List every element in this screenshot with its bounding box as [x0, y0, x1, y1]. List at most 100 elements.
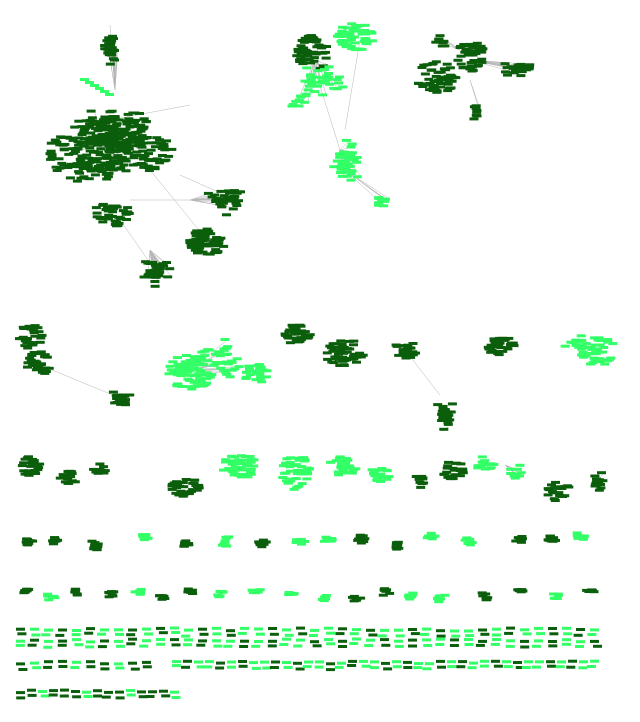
graph-node: [452, 467, 462, 471]
graph-node: [431, 40, 441, 44]
graph-node: [90, 173, 100, 177]
graph-node: [216, 366, 226, 370]
graph-node: [295, 667, 305, 671]
graph-node: [414, 82, 424, 85]
graph-node: [146, 148, 156, 152]
graph-node: [360, 29, 370, 32]
graph-node: [334, 456, 344, 460]
graph-node: [344, 31, 354, 35]
graph-node: [366, 30, 376, 34]
graph-node: [197, 356, 207, 360]
graph-node: [232, 204, 242, 207]
graph-node: [173, 363, 183, 367]
graph-node: [255, 588, 265, 592]
graph-node: [438, 41, 448, 45]
graph-node: [171, 631, 181, 634]
graph-node: [116, 144, 126, 148]
graph-node: [593, 479, 602, 483]
graph-node: [234, 458, 244, 462]
graph-node: [455, 474, 465, 478]
graph-node: [261, 375, 271, 379]
graph-node: [302, 39, 312, 43]
graph-node: [254, 627, 263, 631]
graph-node: [368, 633, 378, 637]
graph-node: [476, 44, 486, 48]
graph-node: [205, 375, 215, 379]
graph-node: [100, 44, 110, 47]
graph-node: [173, 484, 183, 487]
graph-node: [283, 335, 292, 339]
graph-node: [28, 343, 38, 347]
graph-node: [590, 343, 600, 347]
graph-node: [469, 59, 479, 62]
graph-node: [230, 195, 240, 198]
graph-node: [224, 535, 234, 539]
graph-node: [155, 138, 164, 142]
graph-node: [255, 377, 265, 381]
graph-node: [136, 129, 146, 133]
graph-node: [578, 666, 588, 670]
graph-node: [360, 537, 370, 541]
graph-node: [520, 628, 529, 632]
graph-node: [180, 360, 190, 364]
graph-node: [94, 122, 104, 126]
graph-node: [304, 467, 314, 471]
graph-node: [445, 477, 455, 481]
graph-node: [466, 64, 476, 68]
graph-node: [341, 138, 351, 142]
graph-node: [293, 47, 303, 51]
graph-node: [349, 632, 359, 636]
graph-node: [586, 352, 596, 355]
graph-node: [257, 380, 267, 384]
graph-node: [15, 337, 24, 341]
graph-node: [324, 72, 333, 75]
graph-node: [494, 353, 504, 357]
graph-node: [105, 591, 115, 595]
graph-node: [405, 597, 415, 601]
graph-node: [164, 154, 174, 158]
graph-node: [347, 22, 357, 26]
graph-node: [256, 375, 266, 379]
graph-node: [183, 643, 193, 647]
graph-node: [404, 351, 414, 355]
graph-node: [598, 479, 608, 483]
graph-node: [376, 473, 385, 477]
graph-node: [504, 631, 514, 635]
graph-node: [127, 136, 137, 140]
graph-node: [296, 638, 305, 642]
graph-node: [345, 339, 355, 343]
graph-node: [132, 590, 142, 594]
graph-node: [16, 662, 25, 666]
graph-node: [123, 206, 133, 210]
graph-node: [72, 179, 82, 183]
graph-node: [79, 175, 89, 179]
graph-node: [221, 458, 231, 462]
graph-node: [50, 536, 60, 540]
graph-node: [113, 224, 123, 227]
graph-node: [515, 68, 525, 71]
graph-node: [215, 202, 225, 206]
graph-node: [212, 632, 222, 636]
graph-node: [352, 355, 362, 359]
graph-node: [200, 354, 210, 358]
graph-node: [369, 666, 379, 670]
graph-node: [282, 661, 291, 664]
graph-node: [361, 664, 371, 668]
graph-node: [441, 81, 451, 85]
graph-node: [436, 629, 445, 633]
graph-node: [35, 340, 45, 344]
graph-node: [85, 81, 94, 84]
graph-node: [156, 626, 165, 630]
graph-node: [469, 105, 479, 109]
graph-node: [286, 469, 295, 473]
graph-node: [209, 363, 219, 367]
graph-node: [434, 37, 444, 41]
graph-node: [563, 632, 573, 636]
graph-node: [207, 243, 217, 247]
graph-node: [122, 122, 132, 126]
graph-node: [595, 343, 605, 347]
graph-node: [78, 167, 88, 170]
graph-node: [73, 147, 83, 151]
graph-node: [433, 403, 443, 407]
graph-node: [456, 44, 466, 48]
